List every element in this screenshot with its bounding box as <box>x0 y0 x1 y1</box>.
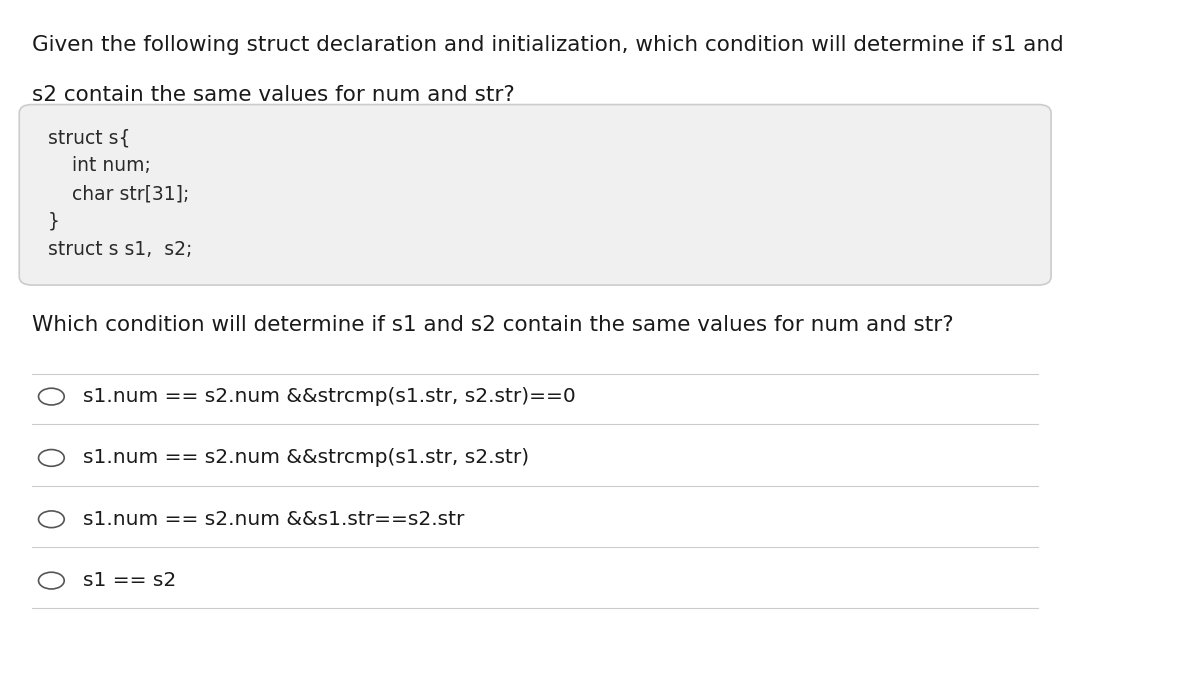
FancyBboxPatch shape <box>19 105 1051 285</box>
Circle shape <box>38 511 65 528</box>
Text: s1.num == s2.num &&s1.str==s2.str: s1.num == s2.num &&s1.str==s2.str <box>84 510 464 529</box>
Text: char str[31];: char str[31]; <box>48 184 190 203</box>
Text: s2 contain the same values for num and str?: s2 contain the same values for num and s… <box>32 85 515 105</box>
Circle shape <box>38 388 65 405</box>
Text: int num;: int num; <box>48 156 151 175</box>
Circle shape <box>38 450 65 466</box>
Circle shape <box>38 572 65 589</box>
Text: struct s{: struct s{ <box>48 128 131 147</box>
Text: s1.num == s2.num &&strcmp(s1.str, s2.str)==0: s1.num == s2.num &&strcmp(s1.str, s2.str… <box>84 387 576 406</box>
Text: Given the following struct declaration and initialization, which condition will : Given the following struct declaration a… <box>32 35 1064 55</box>
Text: s1 == s2: s1 == s2 <box>84 571 176 590</box>
Text: s1.num == s2.num &&strcmp(s1.str, s2.str): s1.num == s2.num &&strcmp(s1.str, s2.str… <box>84 448 529 468</box>
Text: struct s s1,  s2;: struct s s1, s2; <box>48 240 192 259</box>
Text: Which condition will determine if s1 and s2 contain the same values for num and : Which condition will determine if s1 and… <box>32 315 954 335</box>
Text: }: } <box>48 212 60 231</box>
